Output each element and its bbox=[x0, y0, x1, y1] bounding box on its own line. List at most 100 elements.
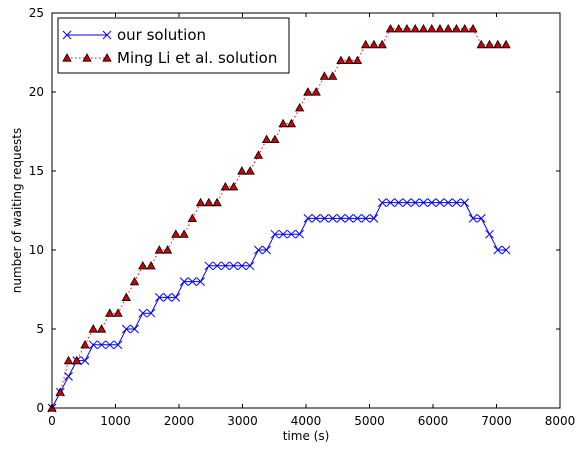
our-solution-point bbox=[501, 245, 511, 255]
ming-li-point bbox=[319, 71, 330, 80]
our-solution-point bbox=[80, 356, 90, 365]
ming-li-point bbox=[88, 324, 98, 333]
ming-li-point bbox=[369, 39, 379, 49]
ming-li-point bbox=[278, 118, 288, 128]
our-solution-point bbox=[344, 214, 354, 223]
ming-li-point bbox=[270, 134, 280, 144]
our-solution-point bbox=[212, 261, 222, 271]
x-tick-label: 5000 bbox=[354, 414, 385, 428]
series-line-our-solution bbox=[51, 202, 507, 409]
ming-li-point bbox=[435, 23, 445, 33]
ming-li-point bbox=[286, 118, 297, 128]
our-solution-point bbox=[221, 261, 230, 271]
our-solution-point bbox=[460, 198, 470, 207]
x-tick-label: 3000 bbox=[227, 414, 258, 428]
our-solution-point bbox=[229, 261, 238, 271]
our-solution-point bbox=[303, 214, 313, 223]
ming-li-point bbox=[418, 23, 429, 33]
ming-li-point bbox=[327, 71, 338, 80]
ming-li-point bbox=[294, 102, 305, 112]
ming-li-point bbox=[443, 23, 453, 33]
x-tick-label: 0 bbox=[48, 414, 56, 428]
plot-layer bbox=[47, 23, 511, 413]
our-solution-point bbox=[171, 293, 181, 302]
our-solution-point bbox=[146, 308, 156, 318]
ming-li-point bbox=[361, 39, 371, 49]
y-tick-label: 10 bbox=[29, 243, 44, 257]
our-solution-point bbox=[179, 277, 189, 286]
ming-li-point bbox=[253, 150, 264, 159]
legend-label-our-solution: our solution bbox=[117, 26, 206, 44]
our-solution-point bbox=[443, 198, 453, 207]
ming-li-point bbox=[451, 23, 462, 33]
ming-li-point bbox=[336, 55, 346, 64]
ming-li-point bbox=[154, 245, 164, 254]
our-solution-point bbox=[452, 198, 461, 207]
our-solution-point bbox=[196, 277, 205, 286]
ming-li-point bbox=[187, 213, 198, 223]
ming-li-point bbox=[195, 197, 206, 207]
ming-li-point bbox=[162, 245, 173, 254]
x-axis-label: time (s) bbox=[283, 429, 330, 443]
our-solution-point bbox=[468, 214, 478, 223]
legend-marker-ming-li-right bbox=[102, 53, 112, 62]
our-solution-point bbox=[138, 308, 148, 318]
y-tick-label: 5 bbox=[36, 322, 44, 336]
ming-li-point bbox=[394, 23, 404, 33]
legend-marker-our-solution-right bbox=[102, 30, 112, 40]
ming-li-point bbox=[204, 197, 214, 207]
our-solution-point bbox=[386, 198, 395, 207]
x-tick-label: 2000 bbox=[164, 414, 195, 428]
ming-li-point bbox=[72, 355, 82, 365]
our-solution-point bbox=[493, 245, 503, 255]
legend: our solution Ming Li et al. solution bbox=[57, 17, 290, 74]
y-tick-label: 25 bbox=[29, 6, 44, 20]
our-solution-point bbox=[88, 340, 98, 350]
our-solution-point bbox=[328, 214, 338, 223]
y-tick-label: 15 bbox=[29, 164, 44, 178]
y-tick-label: 20 bbox=[29, 85, 44, 99]
our-solution-point bbox=[254, 245, 263, 255]
ming-li-point bbox=[80, 339, 90, 349]
our-solution-point bbox=[353, 214, 362, 223]
ming-li-point bbox=[146, 260, 156, 270]
our-solution-point bbox=[295, 229, 305, 239]
our-solution-point bbox=[105, 340, 115, 350]
x-tick-label: 7000 bbox=[481, 414, 512, 428]
our-solution-point bbox=[410, 198, 420, 207]
ming-li-point bbox=[427, 23, 437, 33]
ming-li-point bbox=[303, 87, 313, 96]
our-solution-point bbox=[485, 229, 494, 239]
our-solution-point bbox=[287, 229, 296, 239]
our-solution-point bbox=[394, 198, 404, 207]
our-solution-point bbox=[187, 277, 197, 286]
our-solution-point bbox=[427, 198, 437, 207]
our-solution-point bbox=[204, 261, 214, 271]
our-solution-point bbox=[402, 198, 412, 207]
ming-li-point bbox=[377, 39, 387, 49]
ming-li-point bbox=[129, 276, 140, 286]
ming-li-point bbox=[245, 166, 255, 175]
our-solution-point bbox=[320, 214, 329, 223]
y-tick-label: 0 bbox=[36, 401, 44, 415]
our-solution-point bbox=[435, 198, 445, 207]
ming-li-point bbox=[171, 229, 181, 238]
ming-li-point bbox=[410, 23, 420, 33]
our-solution-point bbox=[64, 372, 73, 381]
ming-li-point bbox=[220, 181, 231, 191]
our-solution-point bbox=[311, 214, 321, 223]
ming-li-point bbox=[402, 23, 412, 33]
our-solution-point bbox=[121, 324, 131, 334]
legend-box bbox=[57, 17, 290, 74]
our-solution-point bbox=[237, 261, 247, 271]
ming-li-point bbox=[468, 23, 478, 33]
our-solution-point bbox=[278, 229, 288, 239]
our-solution-point bbox=[113, 340, 123, 350]
our-solution-point bbox=[154, 293, 164, 302]
legend-marker-ming-li-left bbox=[62, 53, 72, 62]
x-tick-label: 4000 bbox=[291, 414, 322, 428]
ming-li-point bbox=[55, 387, 65, 396]
ming-li-point bbox=[105, 308, 115, 317]
